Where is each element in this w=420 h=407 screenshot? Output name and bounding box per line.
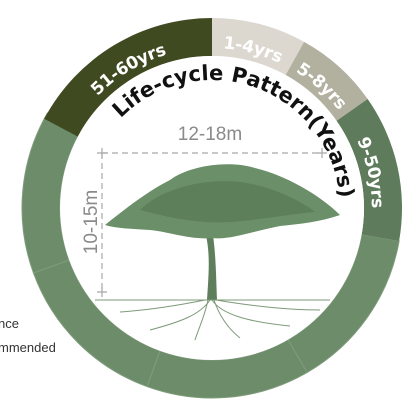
- lifecycle-diagram: 51-60yrs1-4yrs5-8yrs9-50yrsLife-cycle Pa…: [0, 0, 420, 407]
- side-text: mmended: [0, 340, 56, 355]
- height-label: 10-15m: [81, 190, 102, 254]
- side-text: nce: [0, 316, 19, 331]
- width-label: 12-18m: [178, 124, 242, 145]
